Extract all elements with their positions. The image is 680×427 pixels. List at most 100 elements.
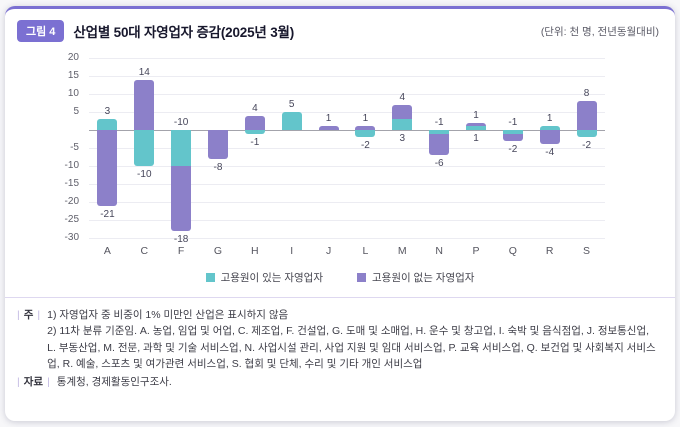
bar-segment-S (576, 130, 597, 138)
legend-item-with-employees: 고용원이 있는 자영업자 (205, 270, 323, 285)
gridline (89, 58, 605, 59)
note-row: 주 1) 자영업자 중 비중이 1% 미만인 산업은 표시하지 않음 2) 11… (17, 307, 659, 372)
bar-segment-L (355, 130, 376, 138)
category-label-P: P (472, 245, 480, 257)
bar-segment-C (134, 79, 155, 130)
gridline (89, 148, 605, 149)
gridline (89, 112, 605, 113)
bar-value-label: -4 (545, 147, 555, 159)
unit-label: (단위: 천 명, 전년동월대비) (540, 25, 659, 38)
y-axis-tick: -15 (64, 178, 79, 189)
bar-segment-P (466, 122, 486, 127)
bar-value-label: 1 (362, 113, 369, 125)
figure-title: 산업별 50대 자영업자 증감(2025년 3월) (73, 25, 295, 40)
bar-segment-A (97, 119, 118, 130)
bar-segment-Q (502, 130, 523, 134)
bar-segment-M (392, 119, 413, 130)
bar-segment-H (244, 115, 265, 130)
gridline (89, 94, 605, 95)
bar-value-label: 4 (252, 102, 258, 114)
gridline (89, 166, 605, 167)
category-label-F: F (177, 245, 185, 257)
bar-value-label: 1 (325, 113, 332, 125)
bar-segment-H (244, 130, 265, 134)
bar-value-label: 8 (583, 88, 590, 100)
bar-segment-R (539, 130, 560, 145)
bar-value-label: 3 (399, 133, 406, 144)
bar-segment-Q (502, 133, 523, 141)
bar-segment-N (429, 130, 450, 134)
gridline (89, 202, 605, 203)
category-label-Q: Q (508, 245, 517, 257)
bar-value-label: -1 (434, 117, 444, 128)
y-axis-tick: 15 (67, 70, 79, 81)
y-axis-tick: -10 (64, 160, 79, 171)
note-line-2: 2) 11차 분류 기준임. A. 농업, 임업 및 어업, C. 제조업, F… (47, 325, 656, 370)
bar-segment-G (208, 130, 228, 159)
category-label-G: G (213, 245, 223, 257)
y-axis-tick: 10 (67, 88, 79, 99)
bar-segment-F (171, 166, 192, 231)
bar-value-label: 14 (138, 66, 150, 78)
bar-value-label: -1 (250, 136, 260, 148)
chart: 3 -21 A -10 14 C -10 -18 F -8 G -1 4 H 5 I 1 J -2 1 L 3 4 M -1 -6… (19, 46, 661, 262)
legend-item-without-employees: 고용원이 없는 자영업자 (357, 270, 474, 285)
bar-value-label: -8 (213, 161, 223, 173)
bar-value-label: 5 (288, 99, 295, 110)
gridline (89, 184, 605, 185)
note-body: 1) 자영업자 중 비중이 1% 미만인 산업은 표시하지 않음 2) 11차 … (47, 307, 659, 372)
zero-line (89, 130, 605, 131)
category-label-H: H (251, 245, 259, 257)
category-label-C: C (140, 245, 149, 257)
bar-segment-R (539, 126, 560, 130)
bar-value-label: -10 (173, 117, 189, 128)
category-label-N: N (435, 245, 443, 257)
y-axis-tick: -5 (70, 142, 79, 153)
bar-segment-M (392, 104, 413, 120)
source-text: 통계청, 경제활동인구조사. (56, 376, 172, 389)
bar-segment-A (97, 130, 118, 206)
category-label-L: L (362, 245, 369, 257)
bar-segment-L (355, 126, 376, 130)
bar-value-label: -6 (434, 158, 444, 170)
note-line-1: 1) 자영업자 중 비중이 1% 미만인 산업은 표시하지 않음 (47, 309, 289, 321)
bar-value-label: -18 (173, 233, 189, 245)
bar-value-label: 1 (546, 113, 553, 125)
bar-segment-J (318, 126, 339, 130)
note-label: 주 (17, 307, 40, 372)
y-axis-tick: -20 (64, 196, 79, 207)
legend-label-with-employees: 고용원이 있는 자영업자 (220, 272, 323, 284)
plot-area: 3 -21 A -10 14 C -10 -18 F -8 G -1 4 H 5 I 1 J -2 1 L 3 4 M -1 -6… (89, 58, 605, 257)
figure-badge: 그림 4 (17, 20, 65, 42)
category-label-I: I (290, 245, 294, 257)
bar-segment-I (281, 112, 302, 130)
bar-segment-N (429, 133, 450, 156)
category-label-M: M (397, 245, 407, 257)
bar-value-label: -1 (508, 117, 518, 128)
bar-value-label: -2 (582, 140, 592, 152)
category-label-J: J (325, 245, 332, 257)
category-label-S: S (583, 245, 591, 257)
legend-label-without-employees: 고용원이 없는 자영업자 (372, 272, 475, 284)
bar-value-label: -21 (100, 208, 115, 220)
y-axis-tick: -25 (64, 214, 79, 225)
bar-segment-P (466, 126, 486, 130)
bar-value-label: 1 (473, 133, 479, 144)
gridline (89, 76, 605, 77)
legend: 고용원이 있는 자영업자 고용원이 없는 자영업자 (5, 270, 675, 285)
bar-segment-S (576, 101, 597, 130)
bar-value-label: -10 (137, 169, 152, 180)
figure-header: 그림 4 산업별 50대 자영업자 증감(2025년 3월) (단위: 천 명,… (5, 9, 675, 44)
gridline (89, 238, 605, 239)
bar-segment-F (171, 130, 192, 166)
y-axis-tick: 5 (73, 106, 79, 117)
bar-segment-C (134, 130, 155, 166)
category-label-R: R (545, 245, 554, 257)
y-axis-tick: -30 (64, 232, 79, 243)
figure-card: 그림 4 산업별 50대 자영업자 증감(2025년 3월) (단위: 천 명,… (5, 6, 675, 421)
notes: 주 1) 자영업자 중 비중이 1% 미만인 산업은 표시하지 않음 2) 11… (5, 298, 675, 396)
source-row: 자료 통계청, 경제활동인구조사. (17, 374, 659, 390)
bar-value-label: -2 (360, 140, 370, 152)
source-label: 자료 (17, 374, 50, 390)
bar-value-label: 1 (473, 109, 479, 121)
